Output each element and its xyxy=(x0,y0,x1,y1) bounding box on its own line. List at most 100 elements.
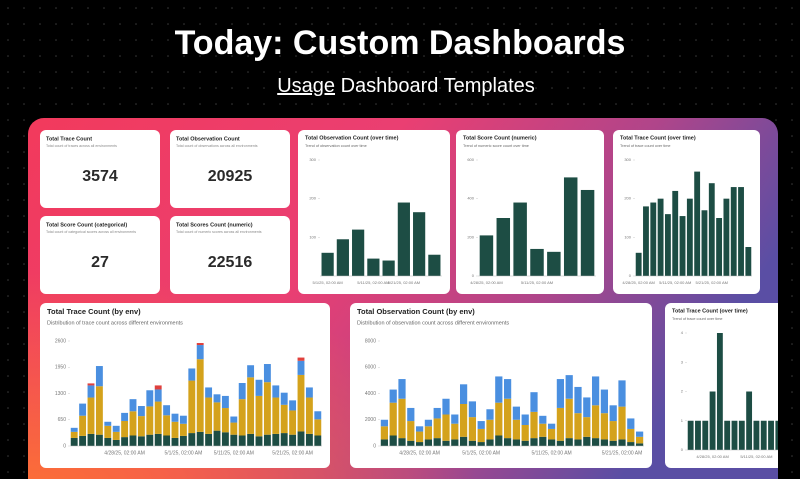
bar xyxy=(635,252,642,276)
bar-segment xyxy=(468,417,477,441)
bar-segment xyxy=(280,392,288,405)
bar xyxy=(643,206,649,276)
bar xyxy=(701,210,708,276)
bar-segment xyxy=(600,389,609,414)
stat-value: 22516 xyxy=(208,254,253,271)
bar-segment xyxy=(196,431,204,446)
bar-segment xyxy=(230,422,238,435)
bar xyxy=(730,187,737,276)
bar-segment xyxy=(305,387,313,398)
bar-segment xyxy=(129,411,137,436)
bar-segment xyxy=(495,376,503,403)
bar xyxy=(716,218,723,276)
x-tick-label: 4/28/25, 02:00 AM xyxy=(104,450,145,456)
bar xyxy=(413,212,426,276)
bar-segment xyxy=(289,400,297,411)
bar-segment xyxy=(104,421,112,426)
x-tick-label: 4/28/25, 02:00 AM xyxy=(622,280,654,285)
bar-segment xyxy=(137,416,145,437)
bar-segment xyxy=(137,436,145,446)
bar-segment xyxy=(556,379,565,408)
bar xyxy=(672,190,679,276)
bar-segment xyxy=(389,389,397,403)
bar xyxy=(695,420,701,450)
y-tick-label: 2600 xyxy=(55,338,66,344)
bar xyxy=(367,258,380,276)
bar-segment xyxy=(433,407,441,419)
bar-segment xyxy=(188,368,196,381)
bar-segment xyxy=(154,401,162,434)
bar-segment xyxy=(495,402,503,436)
bar-segment xyxy=(129,435,137,446)
bar-segment xyxy=(600,413,609,440)
bar-segment xyxy=(297,431,305,446)
bar-segment xyxy=(154,389,162,402)
bar-segment xyxy=(477,421,485,429)
bar-segment xyxy=(380,419,389,427)
bar-segment xyxy=(213,402,221,431)
y-tick-label: 1300 xyxy=(55,391,66,397)
bar xyxy=(746,391,753,450)
bar-segment xyxy=(196,359,204,432)
bar-segment xyxy=(609,440,617,446)
bar-segment xyxy=(468,440,477,446)
bar-segment xyxy=(442,440,450,446)
bar xyxy=(547,251,561,276)
bar xyxy=(753,420,760,450)
y-tick-label: 400 xyxy=(467,196,474,201)
y-tick-label: 6000 xyxy=(365,365,376,371)
slide-title: Today: Custom Dashboards xyxy=(175,24,626,62)
bar-segment xyxy=(407,421,415,441)
stat-title: Total Scores Count (numeric) xyxy=(176,222,253,228)
chart-title: Total Observation Count (over time) xyxy=(305,135,399,141)
bar-segment xyxy=(635,431,644,437)
x-tick-label: 5/11/25, 02:00 AM xyxy=(531,450,571,456)
bar-segment xyxy=(297,374,305,432)
stat-card xyxy=(40,216,160,294)
bar-segment xyxy=(574,386,582,414)
bar-segment xyxy=(314,419,322,436)
y-tick-label: 0 xyxy=(373,443,376,449)
stat-description: Total count of observations across all e… xyxy=(176,144,258,148)
subtitle-link[interactable]: Usage xyxy=(277,75,335,97)
bar xyxy=(530,248,544,276)
bar-segment xyxy=(263,382,271,435)
bar-segment xyxy=(263,434,271,446)
bar-segment xyxy=(163,405,171,416)
y-tick-label: 100 xyxy=(309,234,316,239)
stat-value: 3574 xyxy=(82,168,118,185)
bar-segment xyxy=(205,397,213,434)
chart-subtitle: Trend of trace count over time xyxy=(620,144,671,148)
bar-segment xyxy=(179,435,187,446)
bar-segment xyxy=(163,435,171,446)
bar-segment xyxy=(512,439,521,446)
bar-segment xyxy=(503,438,512,446)
x-tick-label: 5/21/25, 02:00 AM xyxy=(696,280,728,285)
bar xyxy=(321,252,334,276)
y-tick-label: 200 xyxy=(467,234,474,239)
bar xyxy=(650,202,657,276)
bar-segment xyxy=(179,415,187,424)
bar-segment xyxy=(618,439,626,446)
bar-segment xyxy=(468,401,477,418)
bar-segment xyxy=(547,423,556,429)
y-tick-label: 4000 xyxy=(365,391,376,397)
bar-segment xyxy=(521,440,529,446)
x-tick-label: 5/21/25, 02:00 AM xyxy=(272,450,313,456)
bar-segment xyxy=(512,419,521,440)
chart-title: Total Trace Count (over time) xyxy=(620,135,696,141)
bar-segment xyxy=(415,431,424,443)
bar xyxy=(709,391,716,450)
bar-segment xyxy=(459,404,468,437)
x-tick-label: 4/28/25, 02:00 AM xyxy=(696,454,728,459)
bar-segment xyxy=(415,442,424,446)
bar-segment xyxy=(79,435,87,446)
stat-value: 27 xyxy=(91,254,109,271)
bar-segment xyxy=(104,425,112,438)
bar xyxy=(336,239,349,276)
bar-segment xyxy=(398,379,406,399)
bar-segment xyxy=(530,411,538,439)
bar-segment xyxy=(137,406,145,417)
bar-segment xyxy=(95,434,103,446)
bar-segment xyxy=(238,383,246,400)
